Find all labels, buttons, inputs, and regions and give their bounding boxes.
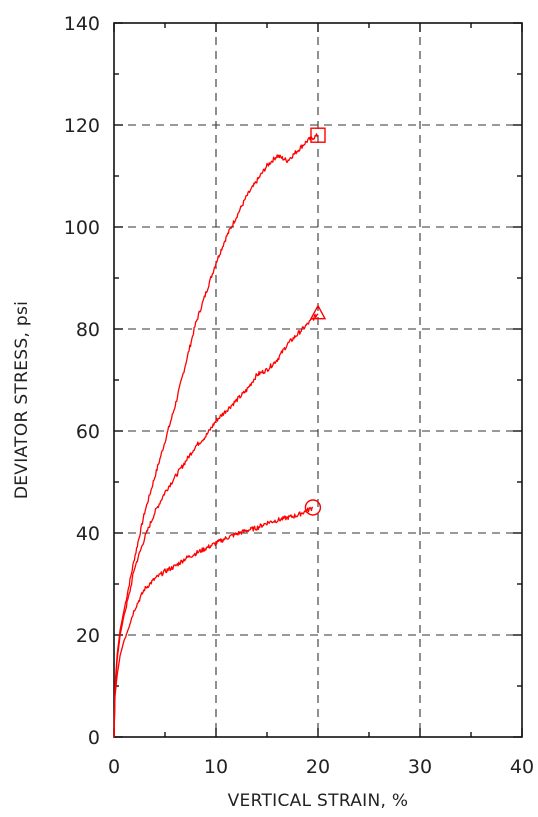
axis-ticks [113, 22, 523, 738]
y-tick-label: 140 [64, 13, 100, 35]
x-tick-label: 30 [408, 756, 432, 778]
y-tick-labels: 0 20 40 60 80 100 120 140 [64, 13, 100, 749]
y-tick-label: 100 [64, 217, 100, 239]
circle-marker [304, 499, 322, 516]
y-tick-label: 80 [76, 319, 100, 341]
x-tick-label: 0 [108, 756, 120, 778]
y-tick-label: 40 [76, 523, 100, 545]
x-tick-labels: 0 10 20 30 40 [108, 756, 534, 778]
series-line-square [113, 133, 319, 738]
series-line-triangle [113, 313, 319, 738]
grid [114, 23, 522, 737]
x-tick-label: 20 [306, 756, 330, 778]
y-tick-label: 20 [76, 625, 100, 647]
triangle-marker [309, 304, 327, 320]
x-axis-title: VERTICAL STRAIN, % [228, 791, 409, 811]
square-marker [310, 127, 326, 143]
y-axis-title: DEVIATOR STRESS, psi [12, 301, 32, 499]
y-tick-label: 0 [88, 727, 100, 749]
series-group [113, 127, 327, 738]
y-tick-label: 120 [64, 115, 100, 137]
x-tick-label: 10 [204, 756, 228, 778]
series-line-circle [113, 506, 313, 738]
y-tick-label: 60 [76, 421, 100, 443]
x-tick-label: 40 [510, 756, 534, 778]
